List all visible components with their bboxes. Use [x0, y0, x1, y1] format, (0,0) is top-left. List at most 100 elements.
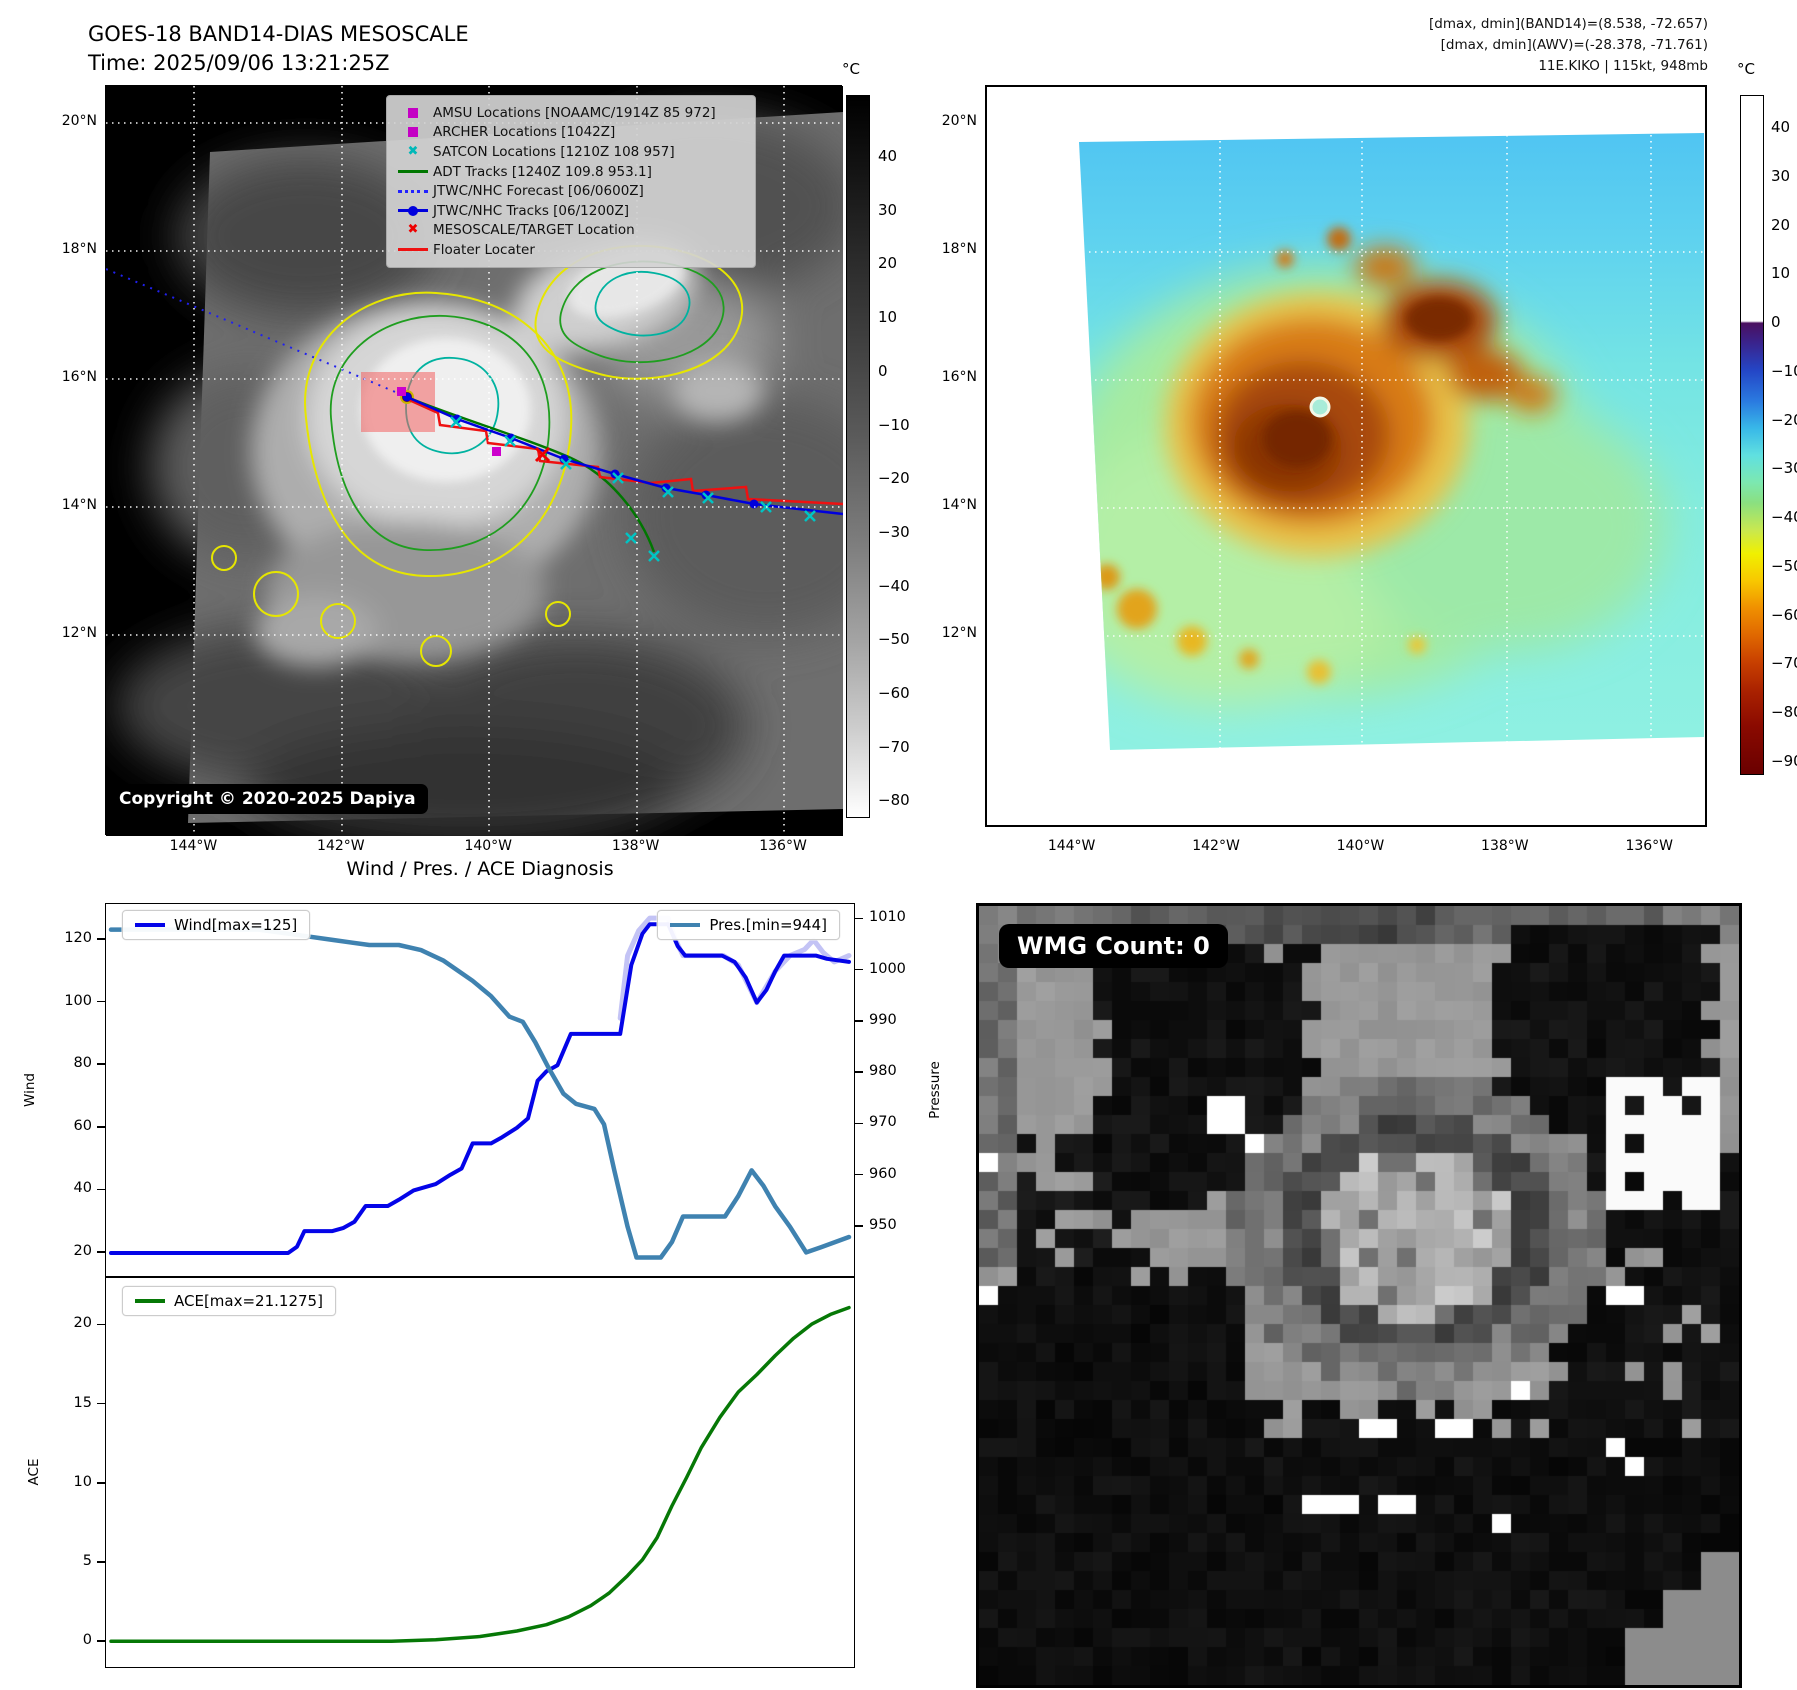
dotted-marker-icon — [398, 189, 428, 193]
band14-x-tick: 142°W — [317, 838, 365, 854]
series-ace-max-21-1275- — [109, 1305, 851, 1644]
wind-axis-label: Wind — [22, 1073, 38, 1107]
pressure-tick-mark — [855, 1122, 863, 1125]
colorbar-left-unit: °C — [842, 60, 860, 78]
colorbar-left-tick: 40 — [878, 147, 898, 165]
legend-item-label: ADT Tracks [1240Z 109.8 953.1] — [433, 163, 652, 180]
wmg-pixel-image — [979, 906, 1739, 1685]
band14-y-tick: 18°N — [61, 241, 97, 257]
ace-tick-label: 5 — [82, 1552, 92, 1569]
wind-pressure-plot-area — [108, 915, 852, 1260]
legend-item: Floater Locater — [393, 240, 749, 260]
mesoscale-target-area — [361, 372, 435, 432]
legend-marker-cell — [393, 127, 433, 138]
pressure-tick-mark — [855, 968, 863, 971]
ace-tick-mark — [97, 1481, 105, 1484]
x-marker-icon: ✖ — [407, 222, 419, 238]
colorbar-left-tick: −50 — [878, 630, 910, 649]
colorbar-left-tick: −40 — [878, 576, 910, 595]
colorbar-right-tick: 30 — [1771, 166, 1791, 185]
line-marker-icon — [398, 248, 428, 252]
track-dot-icon — [408, 205, 418, 216]
colorbar-right-tick: −60 — [1771, 605, 1797, 624]
colorbar-left-tick: −10 — [878, 415, 910, 434]
awv-color-satellite-panel — [985, 85, 1707, 827]
diagnosis-title: Wind / Pres. / ACE Diagnosis — [346, 858, 614, 880]
wmg-count-panel: WMG Count: 0 — [976, 903, 1742, 1688]
legend-item: JTWC/NHC Forecast [06/0600Z] — [393, 181, 749, 201]
colorbar-right-tick: −70 — [1771, 654, 1797, 673]
ace-chart: ACE[max=21.1275] — [105, 1277, 855, 1668]
colorbar-left-tick: 10 — [878, 308, 898, 327]
legend-item-label: AMSU Locations [NOAAMC/1914Z 85 972] — [433, 104, 716, 121]
band14-x-tick: 140°W — [464, 838, 513, 854]
dmax-dmin-annotations: [dmax, dmin](BAND14)=(8.538, -72.657) [d… — [1100, 14, 1708, 77]
square-marker-icon — [408, 107, 418, 118]
legend-item-label: SATCON Locations [1210Z 108 957] — [433, 143, 675, 160]
legend-item: ✖ MESOSCALE/TARGET Location — [393, 221, 749, 241]
colorbar-right-tick: −50 — [1771, 556, 1797, 575]
line-marker-icon — [398, 170, 428, 174]
colorbar-left-tick: −80 — [878, 791, 910, 810]
band14-y-tick: 20°N — [61, 113, 97, 129]
legend-marker-cell — [393, 189, 433, 193]
legend-marker-cell — [393, 248, 433, 252]
wind-tick-label: 120 — [64, 929, 92, 946]
legend-item-label: ARCHER Locations [1042Z] — [433, 124, 616, 141]
ace-plot-area — [109, 1305, 851, 1644]
colorbar-right-tick: 20 — [1771, 215, 1791, 234]
ace-tick-label: 0 — [82, 1632, 92, 1649]
colorbar-right-tick: −40 — [1771, 508, 1797, 526]
pressure-tick-label: 980 — [869, 1063, 897, 1080]
ace-tick-mark — [97, 1561, 105, 1563]
pressure-tick-mark — [855, 1020, 863, 1022]
colorbar-left-tick: 20 — [878, 254, 898, 273]
legend-item: JTWC/NHC Tracks [06/1200Z] — [393, 201, 749, 221]
band14-satellite-panel: AMSU Locations [NOAAMC/1914Z 85 972] ARCH… — [105, 85, 906, 846]
colorbar-left-tick: −70 — [878, 737, 910, 756]
colorbar-right-tick: −20 — [1771, 410, 1797, 429]
colorbar-left-tick: −30 — [878, 522, 910, 541]
ace-tick-mark — [97, 1402, 105, 1405]
pressure-tick-label: 950 — [869, 1216, 897, 1233]
awv-y-tick: 20°N — [941, 113, 977, 129]
x-marker-icon: ✖ — [407, 143, 419, 159]
colorbar-right-tick: −80 — [1771, 703, 1797, 721]
pressure-tick-mark — [855, 1224, 863, 1227]
pressure-axis-label: Pressure — [927, 1061, 943, 1119]
ace-tick-label: 20 — [73, 1315, 92, 1332]
legend-item: ARCHER Locations [1042Z] — [393, 123, 749, 143]
wind-tick-mark — [97, 1000, 105, 1003]
colorbar-left-tick: 30 — [878, 200, 898, 219]
series-wind-max-125- — [109, 922, 851, 1255]
band14-y-tick: 14°N — [61, 497, 97, 513]
pressure-tick-mark — [855, 917, 863, 920]
series-pres-min-944- — [108, 927, 852, 1260]
pressure-legend-label: Pres.[min=944] — [709, 916, 827, 934]
colorbar-right-tick: −90 — [1771, 751, 1797, 770]
annotation-awv: [dmax, dmin](AWV)=(-28.378, -71.761) — [1440, 36, 1708, 53]
legend-marker-cell — [393, 107, 433, 118]
awv-x-tick: 144°W — [1047, 838, 1096, 854]
legend-item-label: JTWC/NHC Forecast [06/0600Z] — [433, 183, 644, 200]
wind-pressure-chart: Wind[max=125] Pres.[min=944] — [105, 903, 855, 1277]
legend-item: ADT Tracks [1240Z 109.8 953.1] — [393, 162, 749, 182]
awv-color-art — [987, 87, 1704, 824]
wind-tick-label: 100 — [64, 992, 92, 1009]
awv-y-tick: 14°N — [941, 497, 977, 513]
legend-marker-cell — [393, 205, 433, 216]
colorbar-right-tick: 0 — [1771, 313, 1781, 331]
awv-x-tick: 140°W — [1336, 838, 1385, 854]
pressure-tick-label: 970 — [869, 1114, 897, 1131]
wind-tick-label: 80 — [73, 1055, 92, 1072]
colorbar-right-tick: 40 — [1771, 118, 1791, 136]
colorbar-left-tick: −20 — [878, 469, 910, 488]
pressure-tick-label: 990 — [869, 1011, 897, 1028]
square-marker-icon — [408, 127, 418, 138]
awv-x-tick: 136°W — [1625, 838, 1674, 854]
awv-x-tick: 138°W — [1481, 838, 1529, 854]
hurricane-eye — [1309, 396, 1331, 418]
wind-tick-label: 20 — [73, 1242, 92, 1259]
legend-item-label: Floater Locater — [433, 241, 535, 258]
